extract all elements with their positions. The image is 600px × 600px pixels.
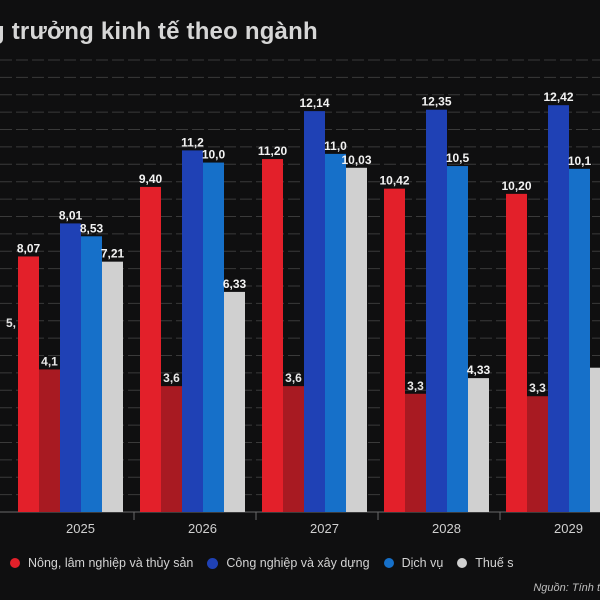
data-label: 9,40 (139, 172, 163, 186)
data-label: 6,33 (223, 277, 247, 291)
chart-legend: Nông, lâm nghiệp và thủy sản Công nghiệp… (0, 553, 514, 573)
bar (405, 393, 426, 512)
bar (60, 223, 81, 512)
x-tick-label: 2025 (66, 521, 95, 536)
bar (569, 168, 590, 512)
legend-dot-agriculture (10, 558, 20, 568)
x-tick-label: 2027 (310, 521, 339, 536)
bar (447, 166, 468, 513)
data-label: 10,42 (379, 174, 409, 188)
bar (384, 188, 405, 512)
chart-title: g trưởng kinh tế theo ngành (0, 18, 318, 45)
data-label: 11,0 (324, 139, 347, 153)
x-tick-label: 2026 (188, 521, 217, 536)
bar (182, 150, 203, 512)
legend-item-industry: Công nghiệp và xây dựng (207, 556, 370, 570)
data-label: 10,1 (568, 154, 592, 168)
data-label: 10,5 (446, 151, 470, 165)
legend-label-agriculture: Nông, lâm nghiệp và thủy sản (28, 556, 194, 570)
legend-label-industry: Công nghiệp và xây dựng (226, 556, 370, 570)
data-label: 8,53 (80, 221, 104, 235)
data-label: 5, (6, 316, 16, 330)
bar (426, 109, 447, 512)
legend-dot-industry (207, 557, 219, 569)
data-label: 12,42 (543, 90, 573, 104)
legend-item-agriculture: Nông, lâm nghiệp và thủy sản (10, 556, 193, 570)
data-label: 8,01 (59, 208, 83, 222)
bar (203, 162, 224, 513)
bar (140, 186, 161, 512)
data-label: 3,3 (529, 381, 546, 395)
bar (224, 291, 245, 512)
data-label: 8,07 (17, 241, 41, 255)
bar (527, 396, 548, 512)
legend-dot-services (383, 558, 394, 568)
legend-item-services: Dịch vụ (383, 556, 444, 570)
data-label: 11,20 (258, 144, 288, 158)
data-label: 12,35 (421, 95, 451, 109)
bar (346, 167, 367, 513)
bar (102, 261, 123, 512)
data-label: 7,21 (101, 247, 125, 261)
bar (39, 369, 60, 512)
bar (18, 256, 39, 512)
chart-source: Nguồn: Tính t (533, 582, 600, 594)
x-tick-label: 2028 (432, 521, 461, 536)
x-tick-label: 2029 (554, 521, 583, 536)
data-label: 10,20 (501, 179, 531, 193)
bar (81, 236, 102, 512)
data-label: 3,3 (407, 379, 424, 393)
data-label: 3,6 (285, 371, 302, 385)
data-label: 4,33 (467, 363, 491, 377)
legend-label-tax: Thuế s (475, 556, 514, 570)
bar (262, 159, 283, 513)
bar (590, 367, 600, 512)
bar (304, 111, 325, 512)
data-label: 12,14 (299, 96, 329, 110)
bar (468, 378, 489, 512)
bar (161, 386, 182, 512)
bar (506, 193, 527, 512)
legend-item-tax: Thuế s (457, 556, 514, 570)
data-label: 11,2 (181, 135, 204, 149)
bar (548, 105, 569, 512)
legend-dot-tax (457, 558, 468, 568)
data-label: 3,6 (163, 371, 180, 385)
data-label: 10,0 (202, 148, 226, 162)
data-label: 4,1 (41, 354, 58, 368)
legend-label-services: Dịch vụ (401, 556, 444, 570)
bar (283, 386, 304, 512)
data-label: 10,03 (341, 153, 371, 167)
bar (325, 153, 346, 512)
